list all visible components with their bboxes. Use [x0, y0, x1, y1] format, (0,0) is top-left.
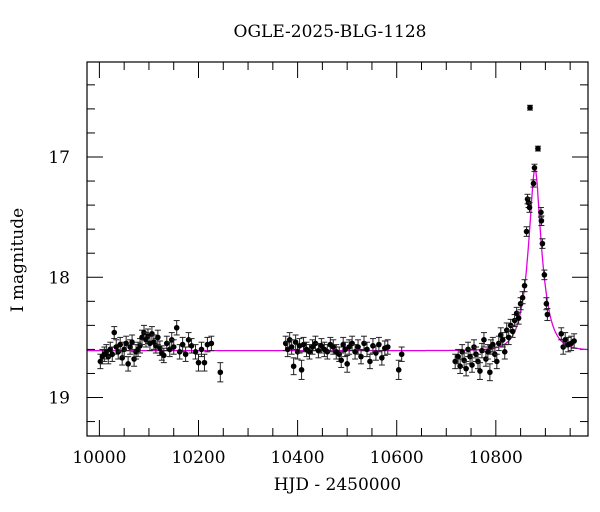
svg-text:18: 18 — [48, 268, 70, 288]
svg-text:17: 17 — [48, 148, 70, 168]
svg-text:19: 19 — [48, 389, 70, 409]
svg-text:10000: 10000 — [72, 448, 126, 468]
axis-ticks — [87, 62, 588, 436]
svg-text:10800: 10800 — [469, 448, 523, 468]
plot-frame — [86, 61, 589, 437]
svg-text:10200: 10200 — [171, 448, 225, 468]
svg-text:10400: 10400 — [271, 448, 325, 468]
data-points — [97, 104, 578, 383]
model-curve — [87, 167, 588, 352]
x-axis-label: HJD - 2450000 — [273, 475, 402, 495]
tick-labels: 10000 10200 10400 10600 10800 17 18 19 — [48, 148, 523, 468]
chart-title: OGLE-2025-BLG-1128 — [233, 22, 427, 42]
svg-text:10600: 10600 — [370, 448, 424, 468]
